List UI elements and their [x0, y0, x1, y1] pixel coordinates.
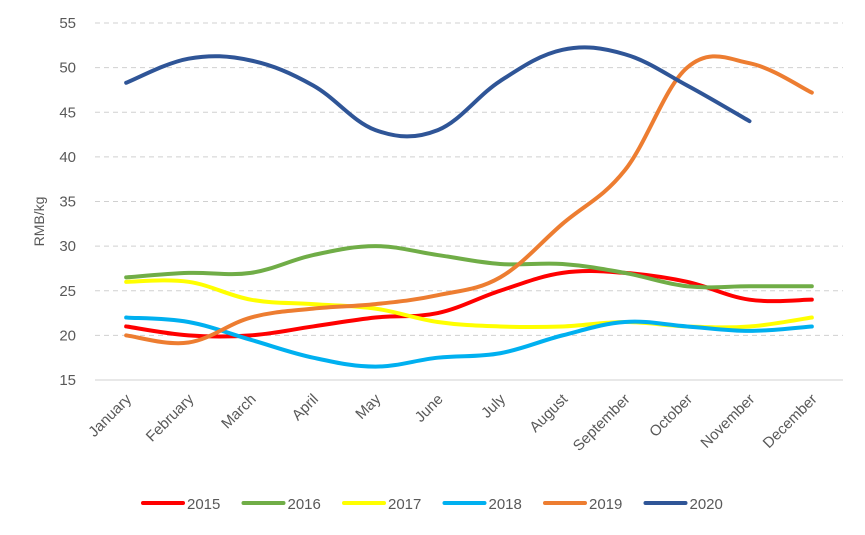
legend-label-2015: 2015: [187, 496, 220, 513]
x-tick-label: March: [218, 391, 259, 432]
series-line-2020: [124, 45, 752, 139]
x-tick-label: January: [85, 390, 135, 440]
x-tick-label: September: [570, 391, 634, 455]
series-line-2019: [124, 54, 814, 346]
x-tick-label: July: [478, 390, 509, 421]
x-tick-label: November: [697, 391, 758, 452]
x-tick-label: October: [646, 391, 696, 441]
x-tick-label: April: [289, 391, 322, 424]
series-lines: [124, 45, 814, 369]
x-tick-label: December: [760, 391, 821, 452]
y-tick-label: 55: [59, 15, 76, 32]
y-tick-label: 35: [59, 194, 76, 211]
legend: 2015 2016 2017 2018 2019 2020: [141, 496, 723, 513]
y-tick-label: 15: [59, 372, 76, 389]
series-line-2018: [124, 315, 814, 369]
series-line-2016: [124, 244, 814, 290]
legend-label-2018: 2018: [489, 496, 522, 513]
y-tick-label: 30: [59, 238, 76, 255]
y-tick-label: 20: [59, 327, 76, 344]
x-tick-label: August: [526, 390, 572, 436]
y-axis-title: RMB/kg: [31, 197, 47, 247]
x-axis: January February March April May June July Augu…: [85, 390, 820, 454]
x-tick-label: May: [352, 390, 384, 422]
legend-label-2017: 2017: [388, 496, 421, 513]
y-tick-label: 25: [59, 283, 76, 300]
legend-label-2020: 2020: [690, 496, 723, 513]
y-tick-label: 45: [59, 104, 76, 121]
legend-label-2016: 2016: [288, 496, 321, 513]
y-tick-label: 40: [59, 149, 76, 166]
y-tick-label: 50: [59, 60, 76, 77]
x-tick-label: February: [143, 390, 198, 445]
y-axis: 15 20 25 30 35 40 45 50 55: [59, 15, 76, 389]
series-line-2015: [124, 269, 814, 339]
x-tick-label: June: [412, 391, 447, 426]
legend-label-2019: 2019: [589, 496, 622, 513]
